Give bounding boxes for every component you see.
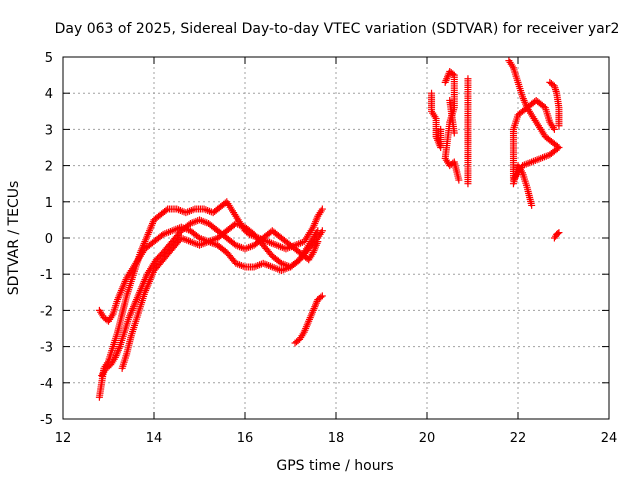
y-tick-label: 0 xyxy=(45,232,53,247)
y-tick-label: -2 xyxy=(40,304,53,319)
data-point xyxy=(446,96,454,104)
x-tick-label: 14 xyxy=(146,431,163,446)
y-tick-label: 4 xyxy=(45,87,53,102)
y-tick-label: 3 xyxy=(45,123,53,138)
data-point xyxy=(314,238,322,246)
data-point xyxy=(317,293,325,301)
data-point xyxy=(554,229,562,237)
data-point xyxy=(555,229,563,237)
series-track-g xyxy=(464,75,472,188)
data-point xyxy=(555,122,563,130)
series-track-d xyxy=(118,220,322,372)
x-axis-label: GPS time / hours xyxy=(276,458,393,474)
data-point xyxy=(449,70,457,78)
y-tick-label: -3 xyxy=(40,341,53,356)
y-tick-label: -4 xyxy=(40,377,53,392)
y-tick-label: -5 xyxy=(40,413,53,428)
chart-title: Day 063 of 2025, Sidereal Day-to-day VTE… xyxy=(55,21,620,37)
x-tick-label: 20 xyxy=(419,431,436,446)
y-tick-label: 2 xyxy=(45,160,53,175)
series-track-h xyxy=(505,57,563,184)
data-point xyxy=(528,201,536,209)
data-point xyxy=(437,125,445,133)
x-tick-label: 18 xyxy=(328,431,345,446)
y-tick-label: -1 xyxy=(40,268,53,283)
data-point xyxy=(455,176,463,184)
data-point xyxy=(464,180,472,188)
x-tick-label: 12 xyxy=(55,431,72,446)
data-point xyxy=(162,206,170,214)
series-track-f xyxy=(428,67,463,184)
y-axis-label: SDTVAR / TECUs xyxy=(6,181,22,296)
x-tick-label: 24 xyxy=(601,431,618,446)
x-tick-label: 22 xyxy=(510,431,527,446)
y-tick-label: 1 xyxy=(45,196,53,211)
data-point xyxy=(318,292,326,300)
data-point xyxy=(314,227,322,235)
data-points xyxy=(95,57,563,401)
y-tick-label: 5 xyxy=(45,51,53,66)
series-track-c xyxy=(98,216,322,380)
x-tick-label: 16 xyxy=(237,431,254,446)
series-track-e xyxy=(291,292,326,347)
series-track-i xyxy=(509,78,563,242)
data-point xyxy=(550,125,558,133)
data-point xyxy=(318,205,326,213)
